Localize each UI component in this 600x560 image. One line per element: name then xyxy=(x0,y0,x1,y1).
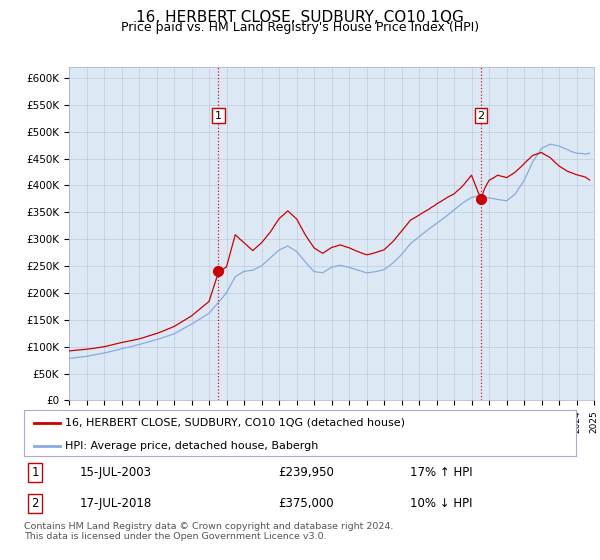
Text: 17% ↑ HPI: 17% ↑ HPI xyxy=(410,466,473,479)
Text: HPI: Average price, detached house, Babergh: HPI: Average price, detached house, Babe… xyxy=(65,441,319,451)
Text: 1: 1 xyxy=(215,110,222,120)
Text: £239,950: £239,950 xyxy=(278,466,334,479)
Text: 16, HERBERT CLOSE, SUDBURY, CO10 1QG: 16, HERBERT CLOSE, SUDBURY, CO10 1QG xyxy=(136,10,464,25)
Text: £375,000: £375,000 xyxy=(278,497,334,510)
Text: Contains HM Land Registry data © Crown copyright and database right 2024.
This d: Contains HM Land Registry data © Crown c… xyxy=(24,522,394,542)
Text: 15-JUL-2003: 15-JUL-2003 xyxy=(79,466,151,479)
Text: 2: 2 xyxy=(31,497,39,510)
Text: 16, HERBERT CLOSE, SUDBURY, CO10 1QG (detached house): 16, HERBERT CLOSE, SUDBURY, CO10 1QG (de… xyxy=(65,418,406,428)
Text: Price paid vs. HM Land Registry's House Price Index (HPI): Price paid vs. HM Land Registry's House … xyxy=(121,21,479,34)
Text: 10% ↓ HPI: 10% ↓ HPI xyxy=(410,497,473,510)
Text: 2: 2 xyxy=(478,110,485,120)
Text: 1: 1 xyxy=(31,466,39,479)
Text: 17-JUL-2018: 17-JUL-2018 xyxy=(79,497,151,510)
